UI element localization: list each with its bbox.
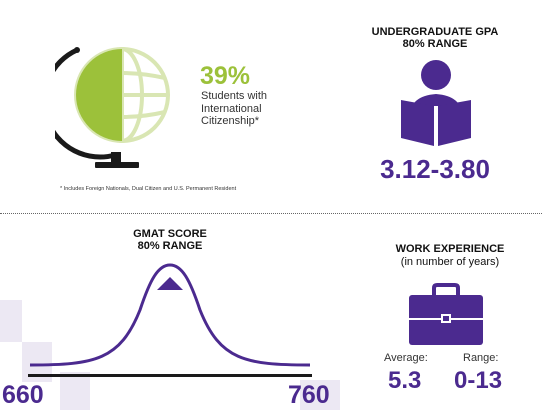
work-subtitle: (in number of years): [400, 255, 500, 268]
range-label: Range:: [463, 352, 499, 364]
decorative-squares: [0, 300, 340, 410]
gmat-title-line1: GMAT SCORE: [133, 228, 207, 240]
range-value: 0-13: [454, 367, 503, 394]
section-divider: [0, 213, 542, 214]
gpa-title-line1: UNDERGRADUATE GPA: [371, 26, 499, 38]
bell-curve-icon: [28, 263, 312, 377]
gpa-range: 3.12-3.80: [380, 154, 490, 184]
work-title-block: WORK EXPERIENCE (in number of years): [380, 243, 520, 268]
gmat-title: GMAT SCORE 80% RANGE: [100, 228, 240, 252]
international-description: Students with International Citizenship*: [201, 90, 268, 127]
gmat-high: 760: [288, 381, 330, 409]
briefcase-icon: [409, 283, 483, 345]
average-value: 5.3: [388, 367, 422, 394]
gmat-low: 660: [2, 381, 44, 409]
international-footnote: * Includes Foreign Nationals, Dual Citiz…: [60, 186, 237, 192]
gpa-title: UNDERGRADUATE GPA 80% RANGE: [355, 26, 515, 50]
average-label: Average:: [384, 352, 428, 364]
international-percent: 39%: [200, 62, 251, 90]
globe-icon: [55, 47, 170, 168]
reader-icon: [401, 60, 471, 146]
gmat-title-line2: 80% RANGE: [137, 240, 203, 252]
work-title: WORK EXPERIENCE: [395, 243, 505, 255]
gpa-title-line2: 80% RANGE: [402, 38, 468, 50]
